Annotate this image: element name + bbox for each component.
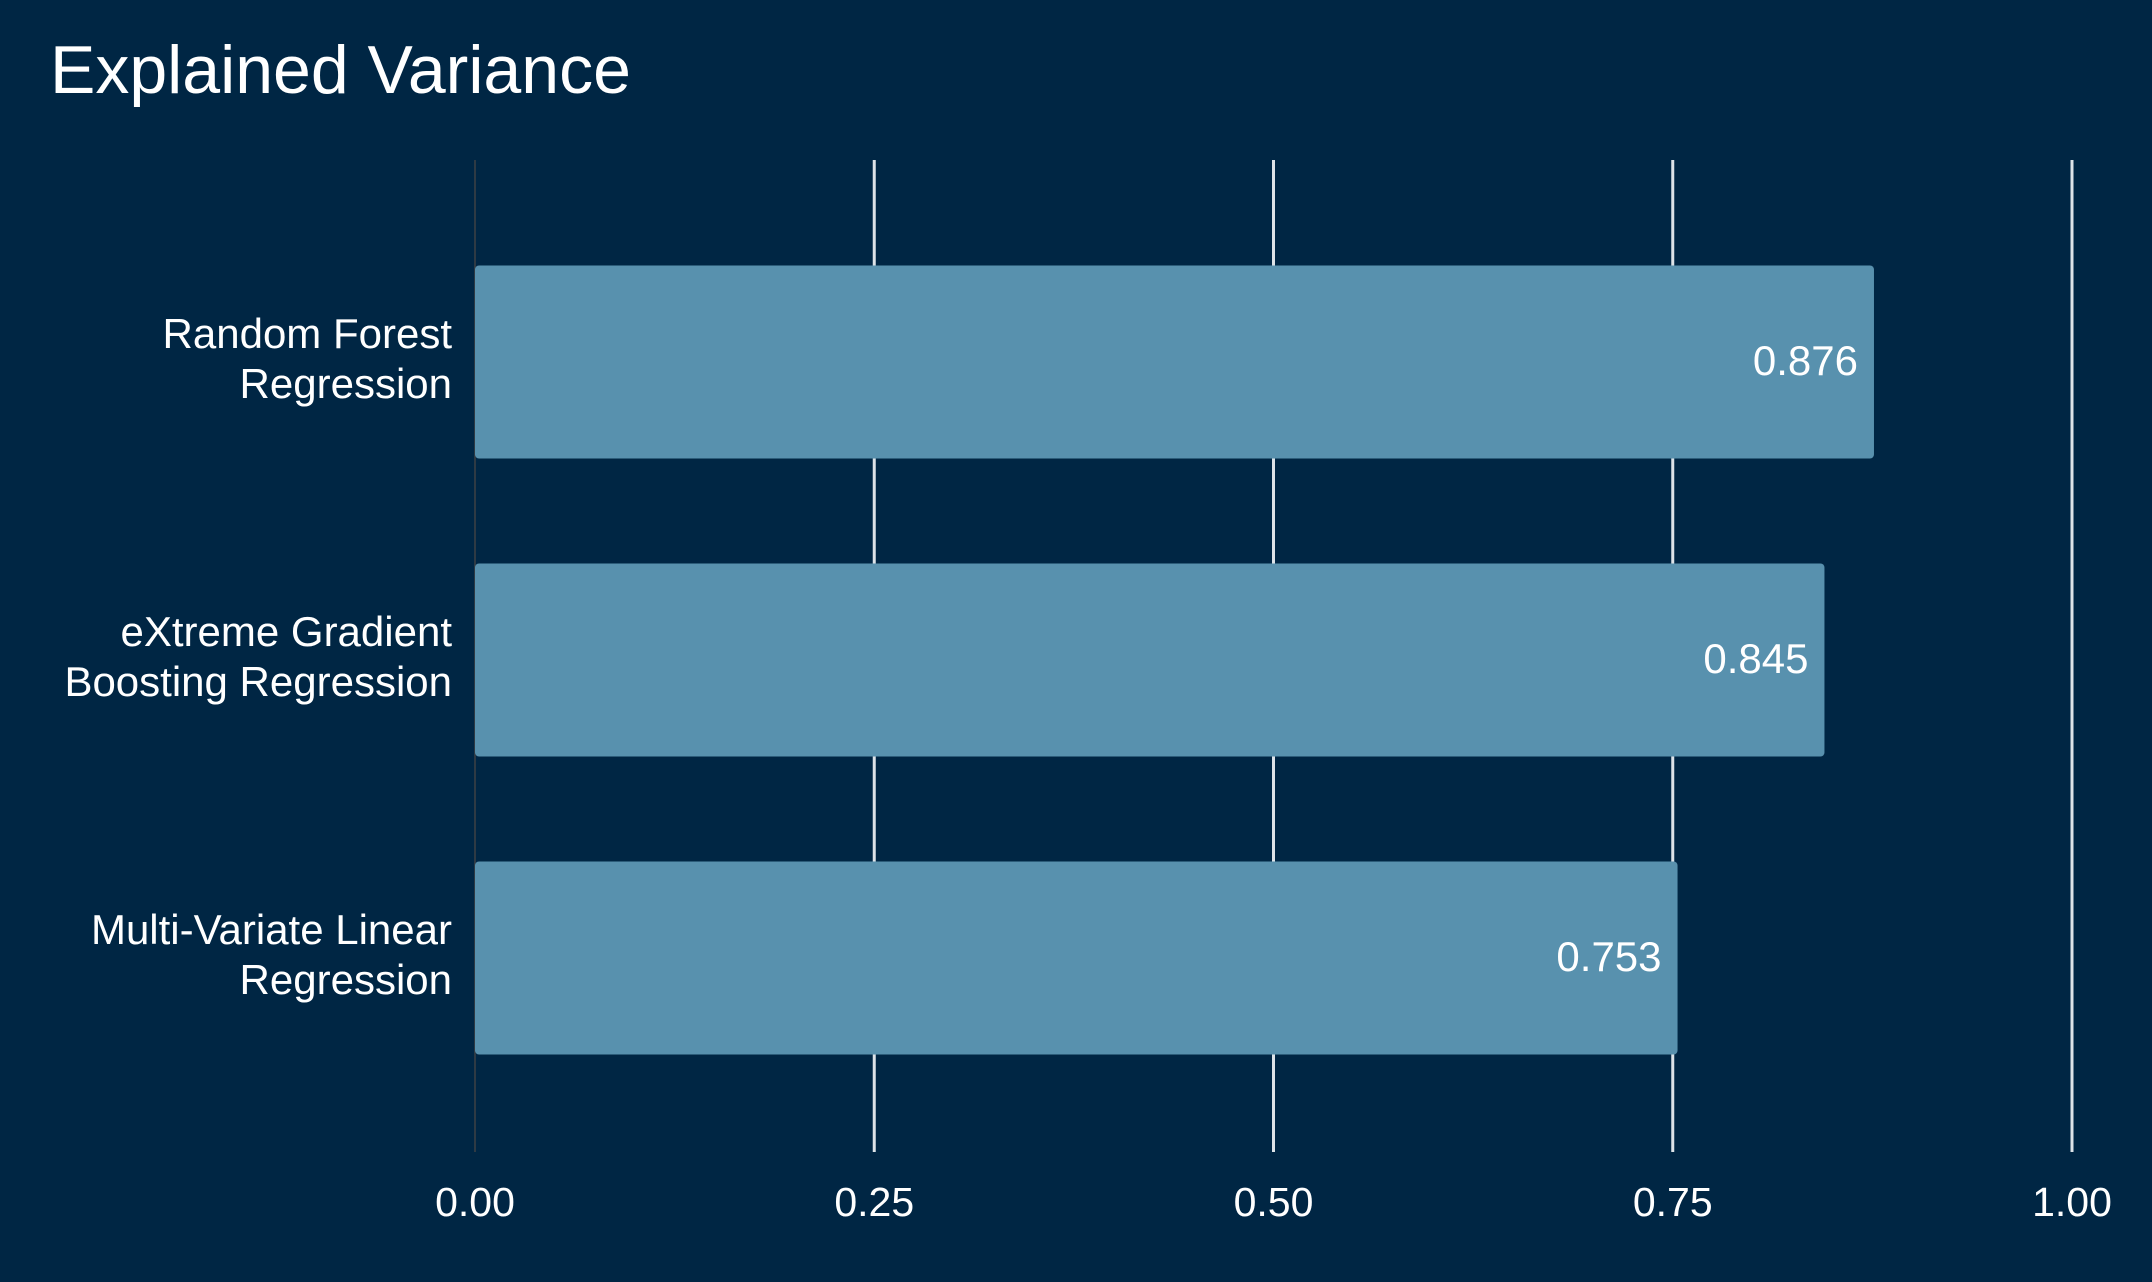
bar — [475, 563, 1825, 757]
x-tick-label: 0.50 — [1234, 1179, 1314, 1225]
x-tick-label: 1.00 — [2032, 1179, 2112, 1225]
category-labels: Random Forest Regression eXtreme Gradient B… — [64, 310, 452, 1003]
category-label: Multi-Variate Linear Regression — [91, 906, 452, 1003]
x-tick-label: 0.00 — [435, 1179, 515, 1225]
chart-title: Explained Variance — [50, 32, 631, 108]
bars: 0.876 0.845 0.753 — [475, 265, 1874, 1055]
bar — [475, 861, 1678, 1055]
x-axis-tick-labels: 0.00 0.25 0.50 0.75 1.00 — [435, 1179, 2112, 1225]
bar-value-label: 0.876 — [1753, 337, 1858, 384]
x-tick-label: 0.25 — [834, 1179, 914, 1225]
category-label: Random Forest Regression — [163, 310, 453, 407]
x-tick-label: 0.75 — [1633, 1179, 1713, 1225]
category-label: eXtreme Gradient Boosting Regression — [64, 608, 452, 705]
bar-value-label: 0.845 — [1703, 635, 1808, 682]
bar — [475, 265, 1874, 459]
bar-value-label: 0.753 — [1556, 933, 1661, 980]
